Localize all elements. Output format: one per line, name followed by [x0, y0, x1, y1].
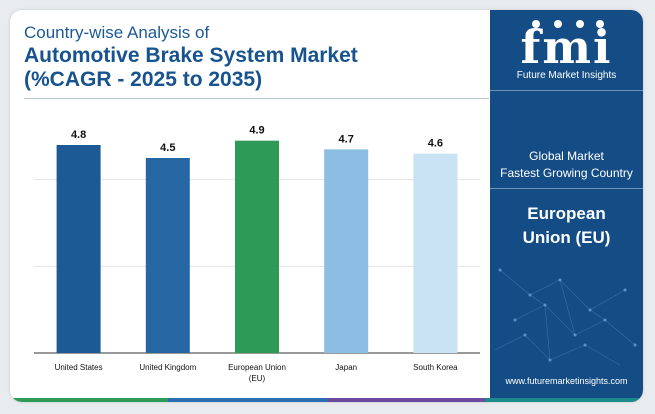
chart-title: Country-wise Analysis of Automotive Brak… — [24, 22, 358, 92]
sidebar-divider-bottom — [490, 188, 643, 189]
stripe-segment — [326, 398, 485, 402]
bottom-color-stripe — [10, 398, 643, 402]
tick-label: Japan — [335, 363, 357, 372]
sidebar-label-line-1: Global Market — [529, 149, 604, 163]
bar — [145, 158, 190, 353]
bar — [324, 149, 369, 353]
stripe-segment — [168, 398, 327, 402]
country-line-1: European — [527, 204, 606, 223]
website-url[interactable]: www.futuremarketinsights.com — [505, 376, 628, 386]
country-line-2: Union (EU) — [522, 228, 611, 247]
data-label: 4.9 — [249, 125, 264, 137]
sidebar-label: Global Market Fastest Growing Country — [490, 148, 643, 182]
title-line-2: Automotive Brake System Market — [24, 44, 358, 67]
tick-label: United States — [55, 363, 103, 372]
title-line-1: Country-wise Analysis of — [24, 23, 210, 42]
data-label: 4.7 — [339, 133, 354, 145]
bar-chart: 4.8 United States 4.5 United Kingdom 4.9 Euro… — [34, 125, 480, 383]
fastest-growing-country: European Union (EU) — [490, 202, 643, 250]
tick-label: South Korea — [413, 363, 458, 372]
sidebar-label-line-2: Fastest Growing Country — [500, 166, 633, 180]
tick-label: European Union — [228, 363, 286, 372]
stripe-segment — [484, 398, 643, 402]
brand-logo: fmi — [520, 20, 613, 74]
sidebar-panel: fmi Future Market Insights Global Market… — [490, 10, 643, 402]
bar — [235, 140, 279, 353]
title-line-3: (%CAGR - 2025 to 2035) — [24, 68, 263, 91]
stripe-segment — [10, 398, 169, 402]
network-graphic — [494, 268, 637, 366]
tick-label: (EU) — [249, 374, 266, 383]
bar — [56, 145, 101, 353]
logo-icons — [532, 20, 604, 28]
data-label: 4.6 — [428, 138, 443, 150]
data-label: 4.8 — [71, 129, 86, 141]
title-divider — [24, 98, 489, 99]
data-label: 4.5 — [160, 142, 175, 154]
brand-name: Future Market Insights — [516, 70, 617, 81]
chart-card: Country-wise Analysis of Automotive Brak… — [10, 10, 643, 402]
sidebar-divider-top — [490, 90, 643, 91]
tick-label: United Kingdom — [139, 363, 196, 372]
bar — [413, 153, 458, 353]
